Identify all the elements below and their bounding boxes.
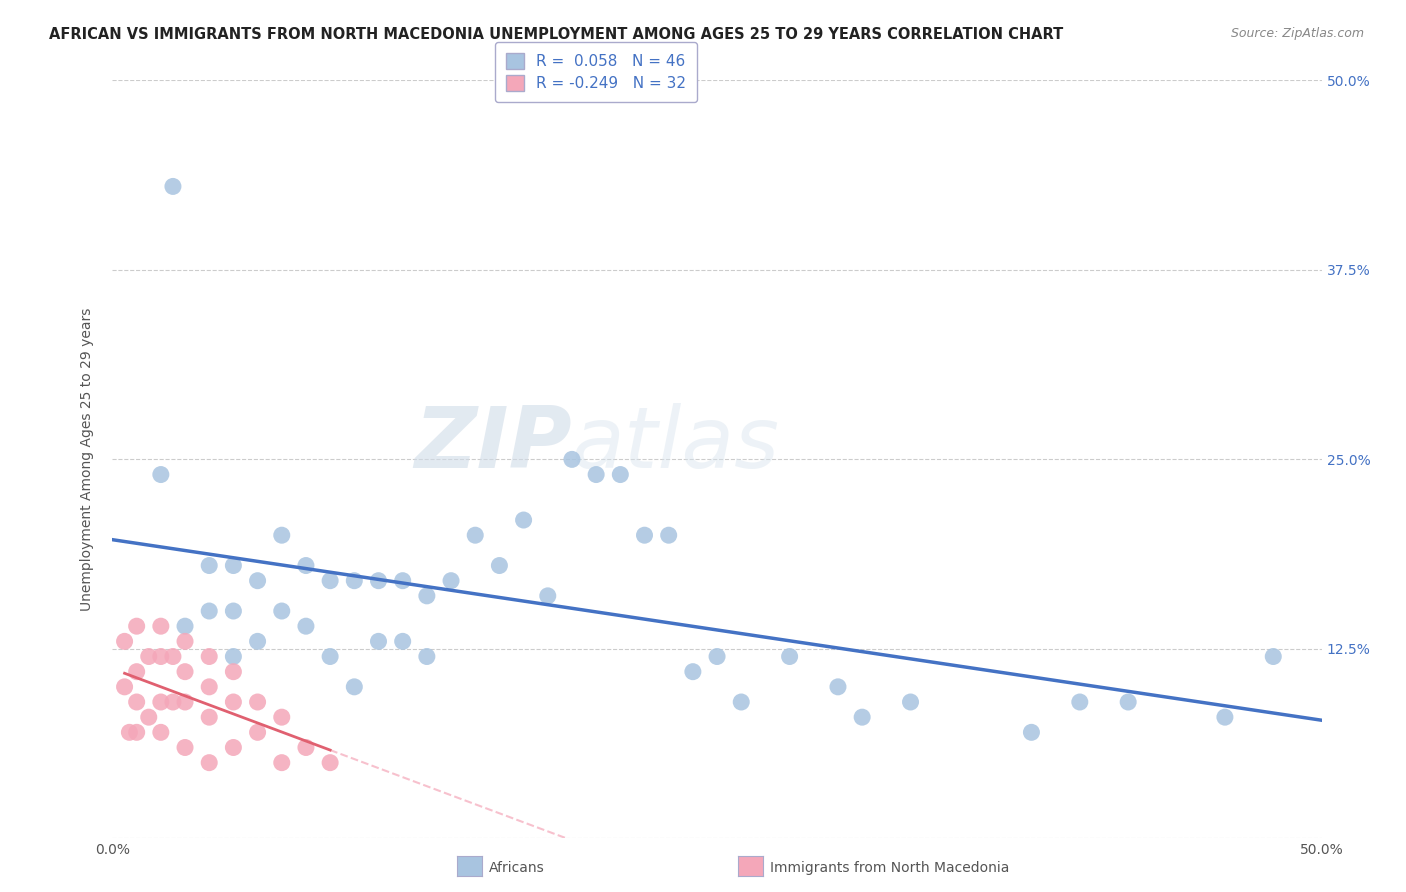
Point — [198, 680, 221, 694]
Point — [198, 756, 221, 770]
Point — [464, 528, 486, 542]
Point — [295, 740, 318, 755]
Point — [900, 695, 922, 709]
Point — [367, 574, 389, 588]
Point — [138, 710, 160, 724]
Point — [162, 179, 184, 194]
Point — [246, 725, 269, 739]
Text: atlas: atlas — [572, 402, 780, 486]
Point — [416, 589, 439, 603]
Point — [149, 649, 172, 664]
Point — [295, 619, 318, 633]
Text: AFRICAN VS IMMIGRANTS FROM NORTH MACEDONIA UNEMPLOYMENT AMONG AGES 25 TO 29 YEAR: AFRICAN VS IMMIGRANTS FROM NORTH MACEDON… — [49, 27, 1063, 42]
Point — [270, 756, 292, 770]
Point — [174, 665, 197, 679]
Point — [138, 649, 160, 664]
Point — [779, 649, 801, 664]
Point — [222, 665, 245, 679]
Point — [561, 452, 583, 467]
Point — [343, 574, 366, 588]
Point — [198, 649, 221, 664]
Point — [1116, 695, 1139, 709]
Point — [118, 725, 141, 739]
Point — [512, 513, 534, 527]
Point — [149, 695, 172, 709]
Point — [391, 574, 413, 588]
Point — [343, 680, 366, 694]
Point — [1069, 695, 1091, 709]
Point — [319, 756, 342, 770]
Point — [851, 710, 873, 724]
Point — [319, 649, 342, 664]
Point — [162, 649, 184, 664]
Y-axis label: Unemployment Among Ages 25 to 29 years: Unemployment Among Ages 25 to 29 years — [80, 308, 94, 611]
Point — [488, 558, 510, 573]
Point — [658, 528, 681, 542]
Text: Source: ZipAtlas.com: Source: ZipAtlas.com — [1230, 27, 1364, 40]
Point — [827, 680, 849, 694]
Point — [633, 528, 655, 542]
Point — [585, 467, 607, 482]
Point — [125, 725, 148, 739]
Point — [706, 649, 728, 664]
Point — [174, 619, 197, 633]
Point — [198, 710, 221, 724]
Point — [198, 558, 221, 573]
Point — [537, 589, 560, 603]
Point — [125, 619, 148, 633]
Point — [319, 574, 342, 588]
Point — [125, 665, 148, 679]
Point — [149, 619, 172, 633]
Point — [682, 665, 704, 679]
Point — [367, 634, 389, 648]
Point — [416, 649, 439, 664]
Point — [295, 558, 318, 573]
Text: Immigrants from North Macedonia: Immigrants from North Macedonia — [770, 861, 1010, 875]
Text: ZIP: ZIP — [415, 402, 572, 486]
Point — [391, 634, 413, 648]
Point — [1263, 649, 1285, 664]
Point — [222, 740, 245, 755]
Point — [162, 695, 184, 709]
Legend: R =  0.058   N = 46, R = -0.249   N = 32: R = 0.058 N = 46, R = -0.249 N = 32 — [495, 43, 697, 102]
Point — [246, 634, 269, 648]
Point — [1021, 725, 1043, 739]
Point — [1213, 710, 1236, 724]
Point — [440, 574, 463, 588]
Point — [730, 695, 752, 709]
Point — [609, 467, 631, 482]
Point — [270, 710, 292, 724]
Point — [270, 528, 292, 542]
Point — [246, 574, 269, 588]
Point — [222, 558, 245, 573]
Point — [149, 467, 172, 482]
Point — [174, 695, 197, 709]
Point — [270, 604, 292, 618]
Point — [222, 604, 245, 618]
Point — [114, 634, 136, 648]
Point — [246, 695, 269, 709]
Point — [114, 680, 136, 694]
Point — [125, 695, 148, 709]
Text: Africans: Africans — [489, 861, 546, 875]
Point — [198, 604, 221, 618]
Point — [222, 695, 245, 709]
Point — [222, 649, 245, 664]
Point — [174, 634, 197, 648]
Point — [174, 740, 197, 755]
Point — [149, 725, 172, 739]
